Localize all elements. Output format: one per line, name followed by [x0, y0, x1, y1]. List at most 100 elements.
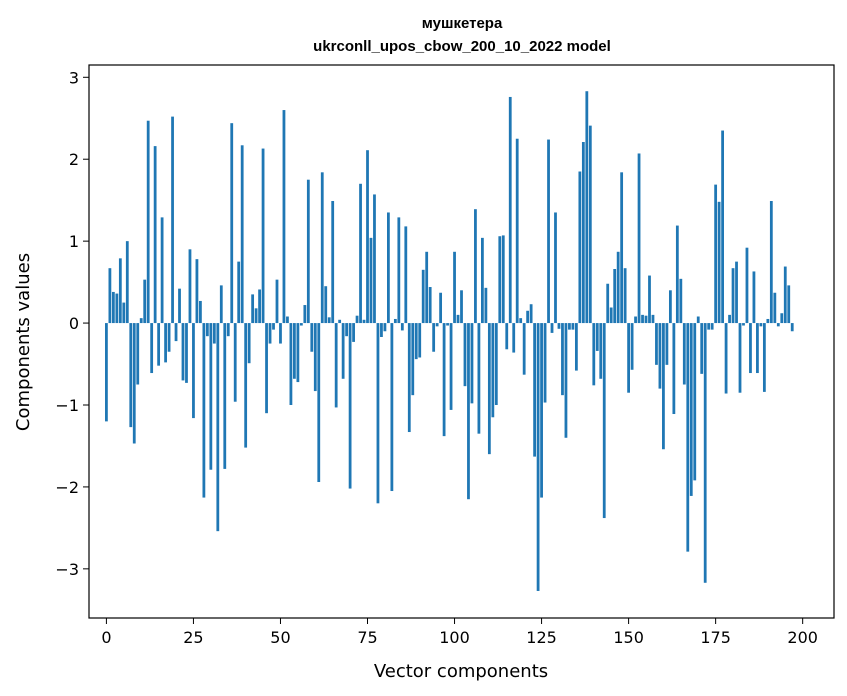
bar-104 — [467, 323, 470, 500]
bar-118 — [515, 138, 519, 324]
bar-48 — [272, 323, 275, 330]
x-tick-label: 200 — [787, 628, 818, 647]
bar-166 — [682, 323, 686, 385]
y-tick-label: −1 — [55, 396, 79, 415]
bar-142 — [599, 323, 603, 379]
bar-28 — [202, 323, 206, 498]
x-tick-label: 0 — [101, 628, 111, 647]
bar-68 — [341, 323, 345, 379]
bar-141 — [595, 323, 599, 351]
bar-29 — [205, 323, 209, 337]
bar-112 — [494, 323, 498, 405]
bar-9 — [136, 323, 140, 385]
bar-148 — [620, 172, 624, 324]
bar-107 — [477, 323, 481, 434]
bar-187 — [756, 323, 759, 374]
bar-193 — [776, 323, 780, 327]
y-tick-label: 3 — [69, 68, 79, 87]
bar-25 — [192, 323, 195, 419]
bar-115 — [505, 323, 509, 350]
bar-164 — [675, 225, 679, 324]
bar-83 — [393, 318, 397, 324]
bar-55 — [296, 323, 300, 383]
bar-11 — [143, 279, 147, 324]
bar-79 — [380, 323, 383, 337]
bar-71 — [352, 323, 355, 342]
x-tick-label: 25 — [183, 628, 203, 647]
bar-19 — [171, 116, 174, 324]
bar-22 — [181, 323, 185, 381]
bar-173 — [707, 323, 711, 330]
bar-130 — [557, 323, 561, 329]
bar-147 — [616, 251, 620, 324]
bar-102 — [460, 290, 463, 324]
bar-36 — [230, 123, 234, 324]
bar-157 — [651, 314, 655, 324]
bar-10 — [139, 318, 143, 324]
bar-137 — [581, 142, 585, 324]
bar-117 — [512, 323, 516, 353]
bar-140 — [592, 323, 596, 386]
bar-59 — [310, 323, 314, 352]
bar-76 — [369, 237, 373, 324]
bar-21 — [178, 288, 181, 324]
bar-145 — [609, 307, 613, 324]
bar-191 — [769, 201, 773, 324]
bar-24 — [188, 249, 192, 324]
bar-139 — [588, 125, 592, 324]
bar-190 — [766, 318, 770, 324]
bar-72 — [355, 315, 359, 324]
bar-64 — [327, 317, 331, 324]
bar-4 — [118, 258, 122, 324]
bar-146 — [613, 269, 617, 324]
bar-86 — [404, 226, 408, 324]
bar-165 — [679, 278, 683, 324]
bar-98 — [446, 323, 449, 326]
bar-62 — [320, 172, 324, 324]
bar-176 — [717, 201, 721, 324]
bar-120 — [522, 323, 526, 375]
bar-38 — [237, 261, 241, 324]
bar-154 — [641, 314, 644, 324]
bar-15 — [157, 323, 161, 366]
y-axis-ticks: −3 −2 −1 0 1 2 3 — [55, 68, 89, 579]
bar-143 — [602, 323, 606, 519]
bar-124 — [536, 323, 540, 591]
bar-17 — [164, 323, 167, 363]
bar-109 — [484, 287, 488, 324]
bar-69 — [345, 323, 349, 337]
bar-87 — [407, 323, 411, 433]
bar-162 — [668, 290, 672, 324]
bar-97 — [442, 323, 446, 437]
bar-168 — [689, 323, 693, 496]
chart-title-line1: мушкетера — [422, 15, 503, 32]
bar-8 — [132, 323, 136, 444]
bar-51 — [282, 110, 286, 324]
bar-133 — [568, 323, 571, 330]
bar-91 — [421, 269, 425, 324]
bar-80 — [383, 323, 387, 332]
bar-126 — [543, 323, 547, 403]
bar-88 — [411, 323, 415, 396]
bar-41 — [247, 323, 251, 364]
bar-92 — [425, 251, 429, 324]
y-tick-label: 2 — [69, 150, 79, 169]
x-tick-label: 125 — [526, 628, 557, 647]
bar-34 — [223, 323, 227, 469]
bar-52 — [286, 316, 289, 324]
bar-150 — [627, 323, 630, 393]
bar-114 — [501, 235, 505, 324]
bar-27 — [199, 300, 202, 324]
bar-167 — [686, 323, 690, 552]
bar-45 — [261, 148, 265, 324]
bar-70 — [348, 323, 352, 489]
bar-103 — [463, 323, 467, 387]
bar-58 — [306, 179, 310, 324]
bar-63 — [324, 286, 328, 324]
bar-20 — [174, 323, 178, 342]
bar-3 — [115, 293, 119, 324]
bar-194 — [780, 313, 784, 324]
y-tick-label: −2 — [55, 478, 79, 497]
bar-99 — [449, 323, 453, 410]
